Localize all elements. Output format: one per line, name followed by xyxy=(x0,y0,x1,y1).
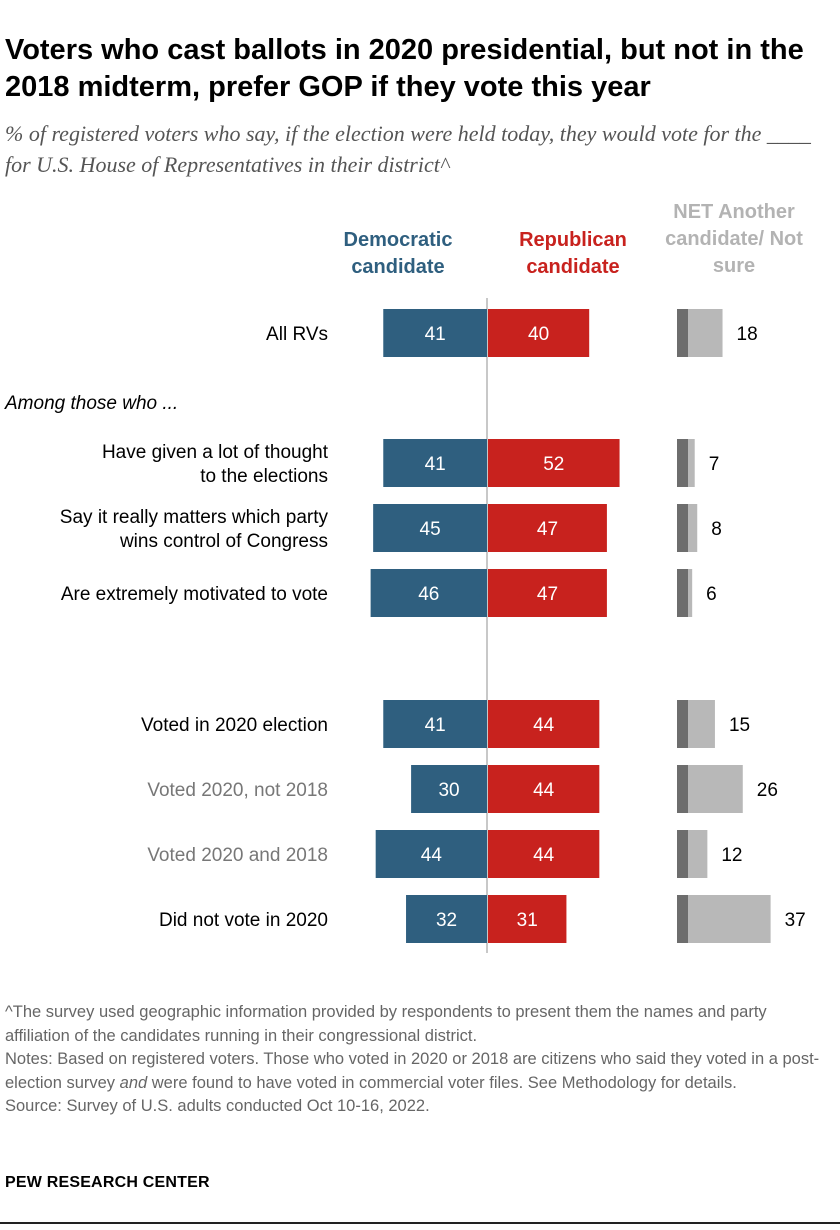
bottom-divider xyxy=(0,1222,840,1224)
legend-democratic: Democratic candidate xyxy=(343,229,453,278)
label-rep-3: 47 xyxy=(537,584,558,605)
label-rep-7: 31 xyxy=(517,910,538,931)
label-other-0: 18 xyxy=(737,324,758,345)
bar-other-dark-1 xyxy=(677,439,688,487)
bar-rep-2 xyxy=(488,504,607,552)
label-dem-0: 41 xyxy=(425,324,446,345)
bar-other-light-5 xyxy=(688,765,743,813)
bar-other-dark-5 xyxy=(677,765,688,813)
bar-rep-6 xyxy=(488,830,600,878)
footnote-notes: Notes: Based on registered voters. Those… xyxy=(5,1048,835,1095)
bar-other-dark-0 xyxy=(677,309,688,357)
chart-subtitle: % of registered voters who say, if the e… xyxy=(5,121,811,177)
label-dem-2: 45 xyxy=(420,519,441,540)
bar-rep-1 xyxy=(488,439,620,487)
label-rep-2: 47 xyxy=(537,519,558,540)
label-dem-5: 30 xyxy=(438,780,459,801)
legend-republican: Republican candidate xyxy=(519,229,627,278)
row-label-1-line-0: Have given a lot of thought xyxy=(102,442,329,463)
bar-dem-6 xyxy=(375,830,487,878)
bar-other-dark-4 xyxy=(677,700,688,748)
pew-brand-logo: PEW RESEARCH CENTER xyxy=(5,1174,210,1191)
row-label-3-line-0: Are extremely motivated to vote xyxy=(61,584,328,605)
label-rep-5: 44 xyxy=(533,780,555,801)
bar-other-dark-3 xyxy=(677,569,688,617)
group-label: Among those who ... xyxy=(4,393,178,414)
label-rep-1: 52 xyxy=(543,454,564,475)
legend-other: NET Another candidate/ Not sure xyxy=(665,201,803,277)
row-label-6-line-0: Voted 2020 and 2018 xyxy=(147,845,328,866)
row-label-2-line-1: wins control of Congress xyxy=(119,531,328,552)
label-dem-1: 41 xyxy=(425,454,446,475)
row-label-1-line-1: to the elections xyxy=(200,466,328,487)
bar-other-light-6 xyxy=(688,830,708,878)
row-label-4-line-0: Voted in 2020 election xyxy=(141,715,328,736)
bar-dem-5 xyxy=(411,765,487,813)
bar-other-dark-7 xyxy=(677,895,688,943)
label-other-3: 6 xyxy=(706,584,717,605)
label-other-4: 15 xyxy=(729,715,750,736)
bar-other-light-7 xyxy=(688,895,771,943)
notes-emphasis: and xyxy=(119,1073,148,1092)
bar-dem-0 xyxy=(383,309,487,357)
bar-rep-5 xyxy=(488,765,600,813)
label-other-1: 7 xyxy=(709,454,720,475)
bar-rep-4 xyxy=(488,700,600,748)
notes-text-2: were found to have voted in commercial v… xyxy=(147,1073,737,1092)
bar-rep-3 xyxy=(488,569,607,617)
bar-rep-7 xyxy=(488,895,567,943)
bar-rep-0 xyxy=(488,309,590,357)
label-other-5: 26 xyxy=(757,780,778,801)
bar-other-dark-6 xyxy=(677,830,688,878)
row-label-7-line-0: Did not vote in 2020 xyxy=(159,910,328,931)
label-other-2: 8 xyxy=(711,519,722,540)
row-label-0-line-0: All RVs xyxy=(266,324,328,345)
footnote-caret: ^The survey used geographic information … xyxy=(5,1003,767,1045)
label-other-7: 37 xyxy=(785,910,806,931)
chart-footer: ^The survey used geographic information … xyxy=(5,1001,835,1119)
row-label-5-line-0: Voted 2020, not 2018 xyxy=(147,780,328,801)
label-dem-3: 46 xyxy=(418,584,439,605)
chart-title: Voters who cast ballots in 2020 presiden… xyxy=(5,34,804,103)
label-other-6: 12 xyxy=(721,845,742,866)
bar-other-light-3 xyxy=(688,569,693,617)
bar-other-light-4 xyxy=(688,700,715,748)
bar-dem-3 xyxy=(370,569,487,617)
bar-dem-7 xyxy=(406,895,487,943)
bar-other-light-1 xyxy=(688,439,695,487)
label-dem-4: 41 xyxy=(425,715,446,736)
notes-text-1: Notes: Based on registered voters. Those… xyxy=(5,1050,820,1092)
label-rep-4: 44 xyxy=(533,715,555,736)
label-dem-7: 32 xyxy=(436,910,457,931)
label-dem-6: 44 xyxy=(421,845,443,866)
bar-dem-1 xyxy=(383,439,487,487)
footnote-source: Source: Survey of U.S. adults conducted … xyxy=(5,1097,430,1115)
label-rep-0: 40 xyxy=(528,324,549,345)
bar-dem-4 xyxy=(383,700,487,748)
bar-other-light-0 xyxy=(688,309,723,357)
label-rep-6: 44 xyxy=(533,845,555,866)
bar-dem-2 xyxy=(373,504,487,552)
bar-other-dark-2 xyxy=(677,504,688,552)
bar-other-light-2 xyxy=(688,504,698,552)
row-label-2-line-0: Say it really matters which party xyxy=(60,507,329,528)
